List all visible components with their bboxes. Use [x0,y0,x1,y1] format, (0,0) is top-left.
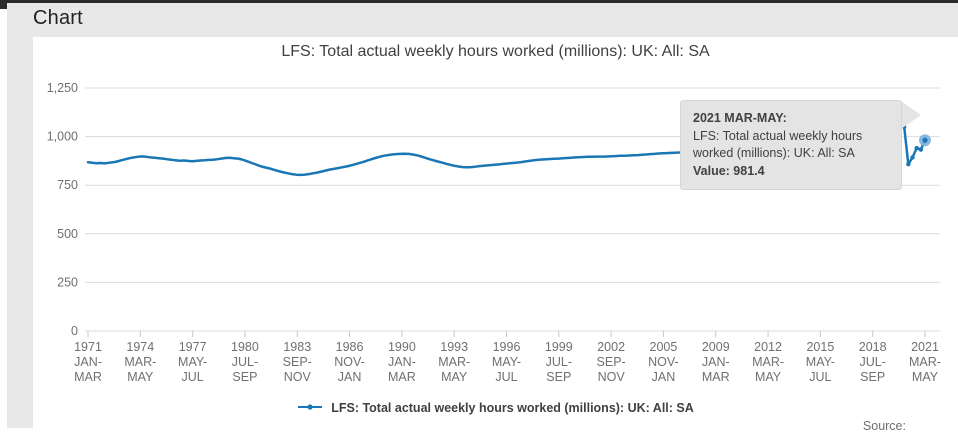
x-axis-label: MAY [127,370,154,384]
x-axis-label: JUL- [546,355,572,369]
x-axis-label: 1983 [283,340,311,354]
x-axis-label: NOV [598,370,626,384]
x-axis-label: MAY [912,370,939,384]
x-axis-label: JUL [182,370,204,384]
legend-label[interactable]: LFS: Total actual weekly hours worked (m… [331,401,694,415]
time-series-chart[interactable]: 02505007501,0001,2501971JAN-MAR1974MAR-M… [0,0,958,400]
data-point-marker[interactable] [906,162,911,167]
x-axis-label: 2005 [650,340,678,354]
x-axis-label: MAR [702,370,730,384]
x-axis-label: 1986 [336,340,364,354]
x-axis-label: JUL- [859,355,885,369]
top-border [0,0,958,3]
x-axis-label: 2015 [806,340,834,354]
tooltip: 2021 MAR-MAY: LFS: Total actual weekly h… [680,100,902,190]
x-axis-label: 2021 [911,340,939,354]
x-axis-label: 1990 [388,340,416,354]
x-axis-label: JAN [652,370,676,384]
y-axis-label: 250 [57,275,78,289]
x-axis-label: MAY- [492,355,521,369]
x-axis-label: NOV- [648,355,679,369]
x-axis-label: 1996 [493,340,521,354]
tooltip-series-name: LFS: Total actual weekly hours worked (m… [693,128,863,161]
x-axis-label: NOV- [334,355,365,369]
x-axis-label: 1977 [179,340,207,354]
chart-legend: LFS: Total actual weekly hours worked (m… [33,399,958,417]
data-point-marker[interactable] [910,155,915,160]
top-left-corner [0,0,7,9]
data-point-marker[interactable] [914,145,919,151]
highlighted-point[interactable] [922,137,928,143]
x-axis-label: SEP [546,370,571,384]
data-point-marker[interactable] [918,147,924,152]
x-axis-label: MAY- [806,355,835,369]
y-axis-label: 750 [57,178,78,192]
x-axis-label: MAY [755,370,782,384]
x-axis-label: MAR- [124,355,156,369]
chart-title: LFS: Total actual weekly hours worked (m… [281,43,710,60]
x-axis-label: MAY- [178,355,207,369]
x-axis-label: JUL [809,370,831,384]
legend-line-marker-icon[interactable] [297,399,323,417]
source-label: Source: [862,419,906,433]
tooltip-period: 2021 MAR-MAY: [693,111,787,125]
y-axis-label: 500 [57,227,78,241]
x-axis-label: JUL [495,370,517,384]
x-axis-label: JUL- [232,355,258,369]
x-axis-label: 2018 [859,340,887,354]
x-axis-label: MAR- [438,355,470,369]
x-axis-label: 2012 [754,340,782,354]
x-axis-label: JAN- [702,355,730,369]
x-axis-label: 2009 [702,340,730,354]
left-gutter [7,3,33,428]
x-axis-label: 1980 [231,340,259,354]
tooltip-value: Value: 981.4 [693,163,765,178]
x-axis-label: 1974 [126,340,154,354]
x-axis-label: 1993 [440,340,468,354]
x-axis-label: JAN- [388,355,416,369]
x-axis-label: MAR [74,370,102,384]
x-axis-label: MAR [388,370,416,384]
y-axis-label: 1,250 [47,81,78,95]
x-axis-label: SEP- [283,355,312,369]
section-header-band [7,3,958,37]
section-heading: Chart [33,7,83,29]
y-axis-label: 1,000 [47,130,78,144]
x-axis-label: JAN [338,370,362,384]
x-axis-label: 1999 [545,340,573,354]
x-axis-label: MAY [441,370,468,384]
y-axis-label: 0 [71,324,78,338]
x-axis-label: SEP- [597,355,626,369]
x-axis-label: SEP [860,370,885,384]
x-axis-label: MAR- [909,355,941,369]
x-axis-label: 1971 [74,340,102,354]
tooltip-arrow [901,101,921,129]
x-axis-label: 2002 [597,340,625,354]
x-axis-label: MAR- [752,355,784,369]
x-axis-label: NOV [284,370,312,384]
x-axis-label: SEP [232,370,257,384]
x-axis-label: JAN- [74,355,102,369]
